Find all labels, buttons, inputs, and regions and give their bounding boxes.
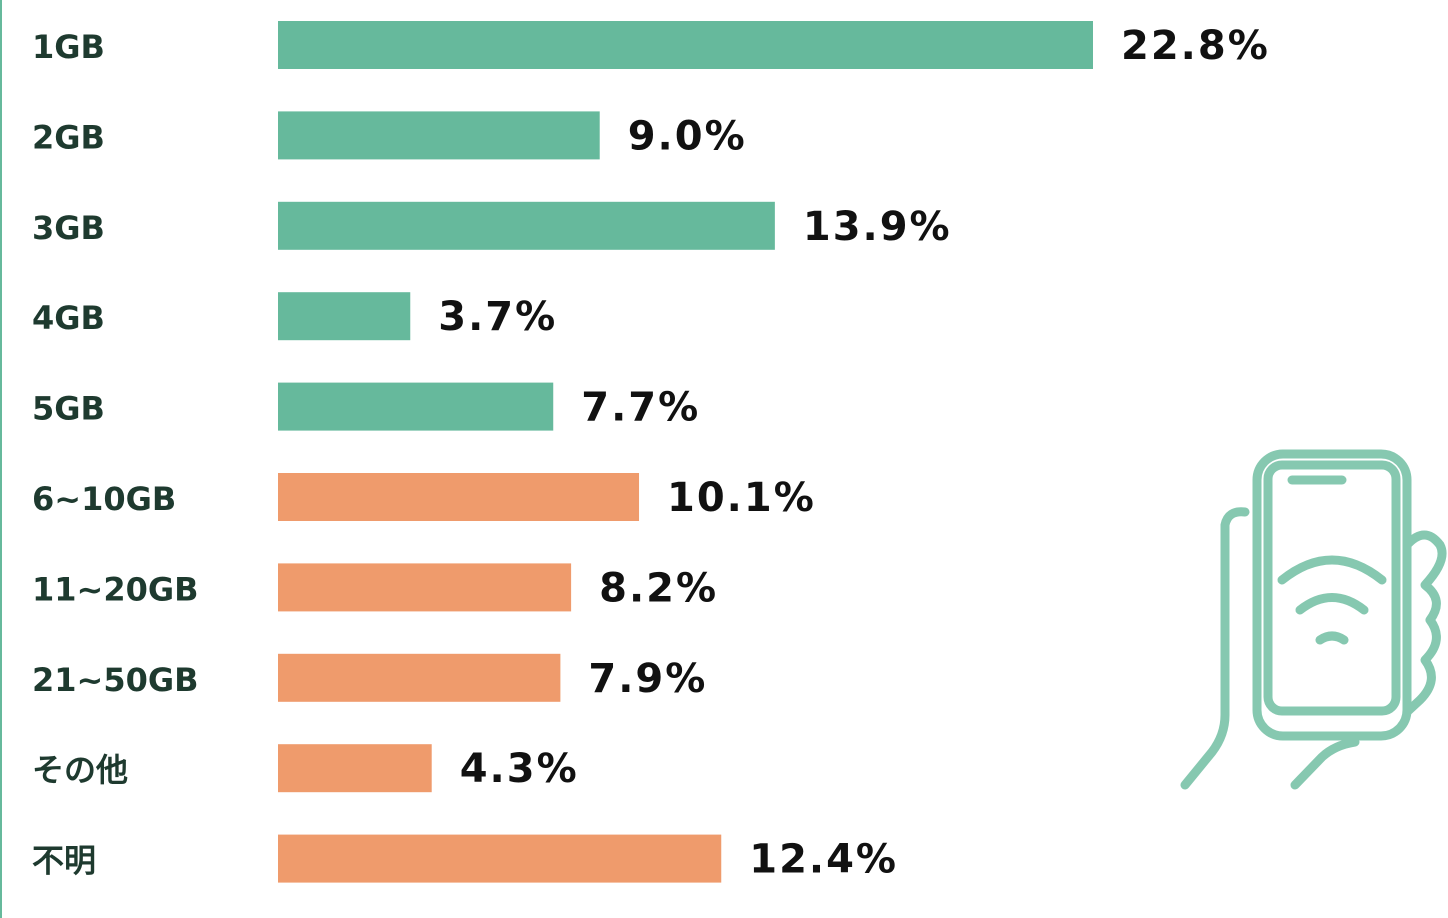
category-label: 3GB [32, 209, 105, 247]
bar [278, 292, 411, 341]
category-label: その他 [32, 751, 128, 789]
phone-icon [1180, 449, 1447, 790]
value-label: 7.7% [581, 385, 700, 431]
bar [278, 653, 561, 702]
category-label: 6~10GB [32, 480, 176, 518]
value-label: 9.0% [628, 113, 747, 159]
category-label: 11~20GB [32, 570, 199, 608]
bar [278, 744, 432, 793]
value-label: 4.3% [460, 746, 579, 792]
category-label: 2GB [32, 118, 105, 156]
value-label: 7.9% [588, 656, 707, 702]
bar [278, 563, 572, 612]
category-label: 4GB [32, 299, 105, 337]
bar [278, 201, 775, 250]
category-label: 21~50GB [32, 661, 199, 699]
category-label: 5GB [32, 390, 105, 428]
bar [278, 382, 554, 431]
bar [278, 21, 1093, 69]
bar [278, 111, 600, 160]
bar [278, 834, 722, 883]
value-label: 22.8% [1121, 23, 1270, 69]
value-label: 12.4% [749, 837, 898, 883]
category-label: 1GB [32, 28, 105, 66]
value-label: 3.7% [438, 294, 557, 340]
value-label: 10.1% [667, 475, 816, 521]
category-label: 不明 [32, 842, 96, 880]
value-label: 8.2% [599, 565, 718, 611]
bar [278, 473, 640, 521]
value-label: 13.9% [803, 204, 952, 250]
